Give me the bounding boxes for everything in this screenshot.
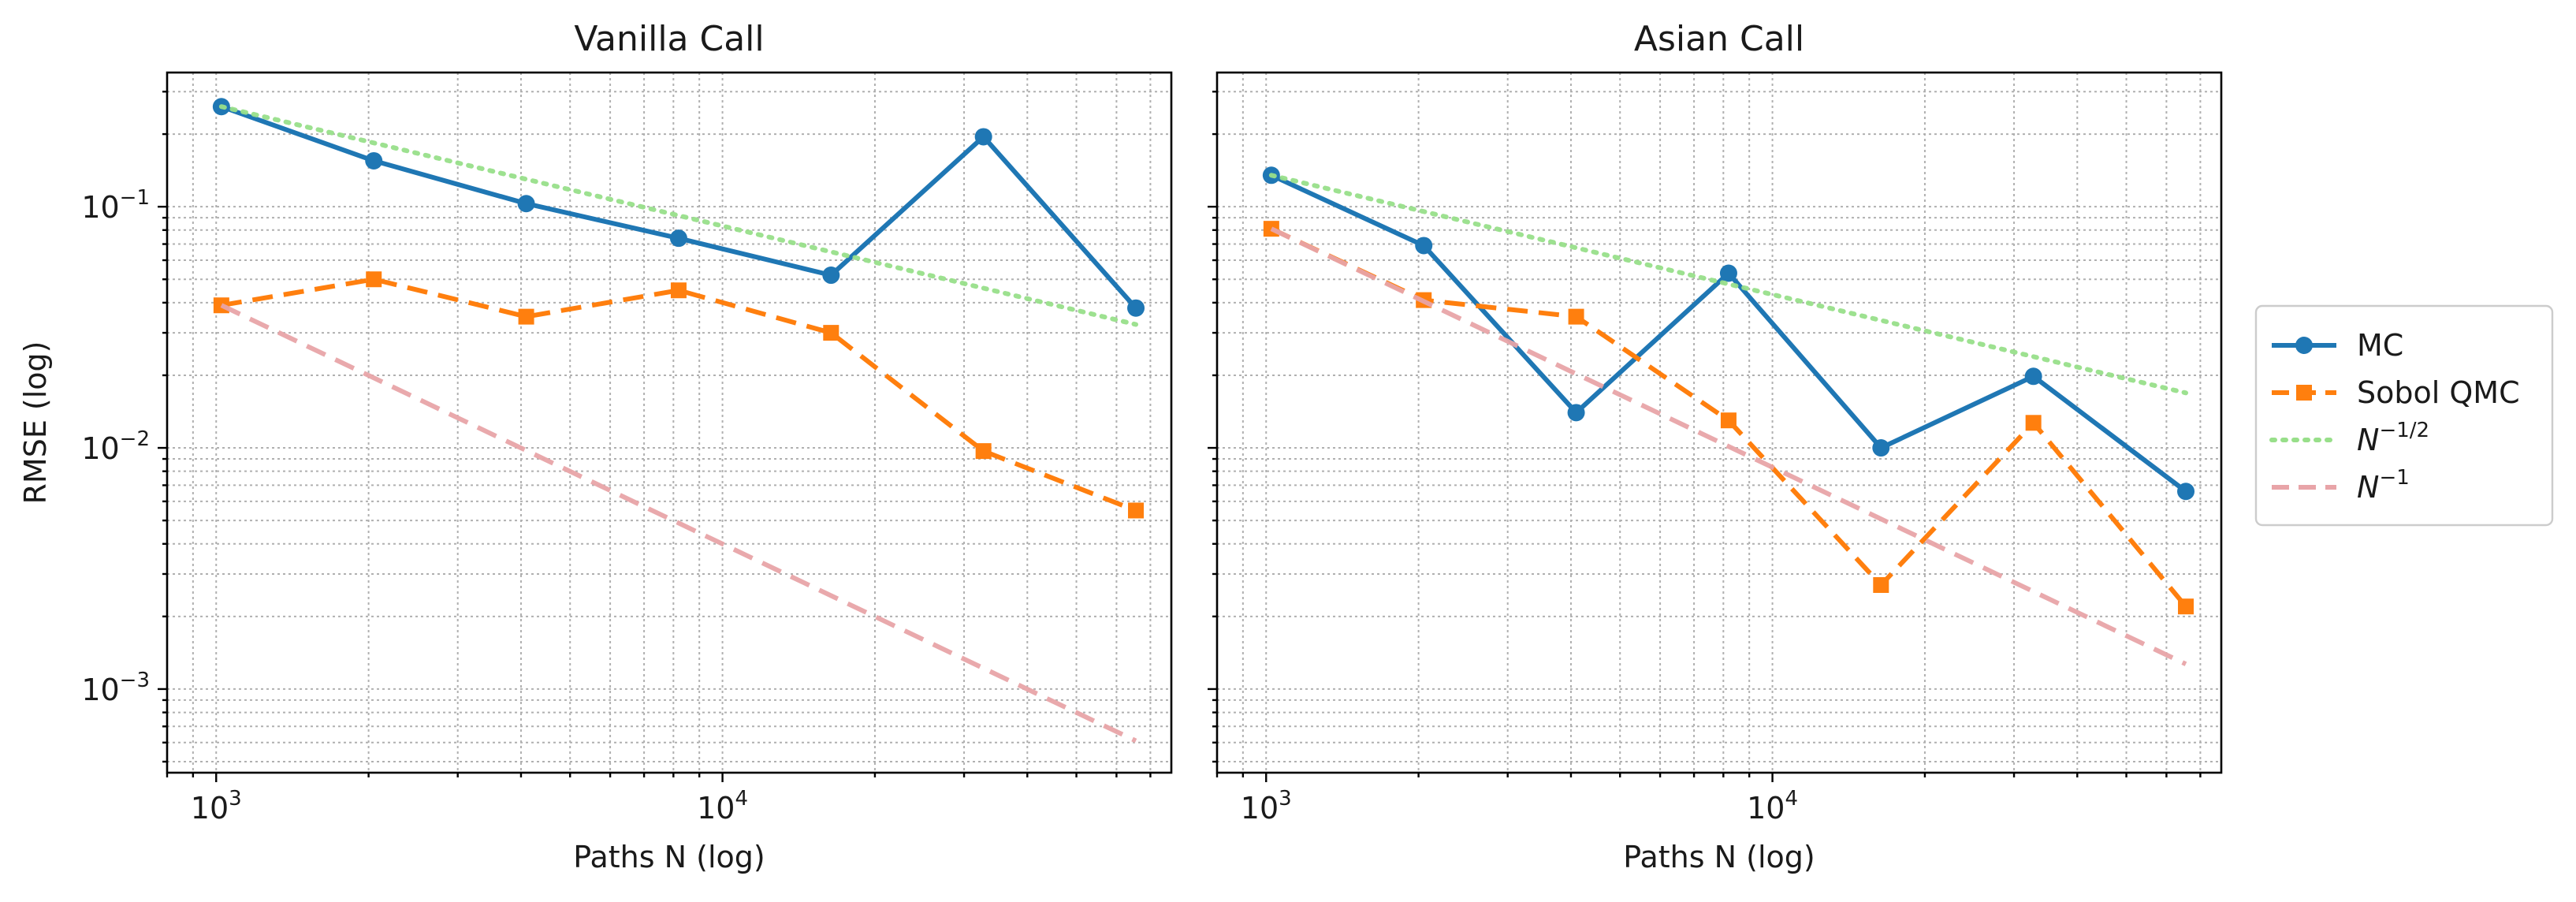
grid [166,73,1171,773]
x-axis-label: Paths N (log) [1623,840,1815,874]
mc-point [365,151,383,170]
series-mc [1262,166,2195,501]
sobol-qmc-point [823,325,839,341]
x-tick-label: 104 [1747,787,1798,826]
y-tick-label: 10−1 [81,186,150,225]
chart-title: Vanilla Call [574,19,764,59]
legend-label: N−1 [2357,466,2410,505]
series-n-inv-ref [1270,226,2187,666]
mc-point [1415,237,1433,255]
legend-label: Sobol QMC [2357,375,2520,410]
mc-point [517,195,535,213]
legend-label: N−1/2 [2357,419,2429,457]
mc-point [974,128,992,146]
x-tick-label: 103 [1241,787,1292,826]
mc-point [1127,299,1145,317]
legend-marker-circle [2295,337,2313,354]
legend: MC Sobol QMC N−1/2 N−1 [2254,304,2554,527]
chart-title: Asian Call [1634,19,1804,59]
mc-point [822,266,840,285]
axes-frame [1215,71,2223,774]
sobol-qmc-point [518,308,534,325]
legend-label: MC [2357,328,2403,363]
sobol-qmc-point [975,443,992,460]
mc-point [669,229,687,248]
legend-entry: Sobol QMC [2272,375,2520,410]
sobol-qmc-point [366,271,382,288]
series-line [220,104,1138,310]
axes-frame [166,71,1173,774]
series-line [218,104,1138,327]
panel-asian-call: 103 104 Asian Call Paths N (log) [1208,19,2223,874]
sobol-qmc-point [670,282,687,299]
legend-entry: N−1/2 [2269,419,2429,457]
sobol-qmc-point [2025,415,2042,431]
series-sobol-qmc [213,271,1145,519]
sobol-qmc-point [1568,308,1584,325]
sobol-qmc-point [1263,221,1279,237]
sobol-qmc-point [1873,576,1889,593]
series-n-half-ref [218,104,1138,327]
mc-point [2177,483,2195,501]
panel-vanilla-call: 103 104 10−3 10−2 10−1 Vanilla Call Paths N (l… [18,19,1173,874]
x-tick-label: 103 [191,787,242,826]
mc-point [1567,404,1585,422]
mc-point [1719,264,1737,282]
sobol-qmc-point [2178,598,2194,615]
series-line [221,277,1137,513]
grid [1216,73,2221,773]
y-tick-label: 10−2 [81,427,150,466]
sobol-qmc-point [1720,412,1737,429]
series-line [1270,226,2187,666]
series-line [1268,173,2188,396]
x-tick-label: 104 [697,787,748,826]
series-n-inv-ref [220,303,1137,744]
mc-point [1872,439,1890,457]
series-line [220,303,1137,744]
sobol-qmc-point [1128,502,1145,519]
legend-marker-square [2296,385,2312,401]
legend-box [2254,304,2554,527]
legend-entry: MC [2272,328,2403,363]
series-n-half-ref [1268,173,2188,396]
mc-point [2024,367,2042,386]
legend-entry: N−1 [2272,466,2410,505]
y-tick-label: 10−3 [81,669,150,707]
x-axis-label: Paths N (log) [573,840,765,874]
y-axis-label: RMSE (log) [18,341,53,505]
